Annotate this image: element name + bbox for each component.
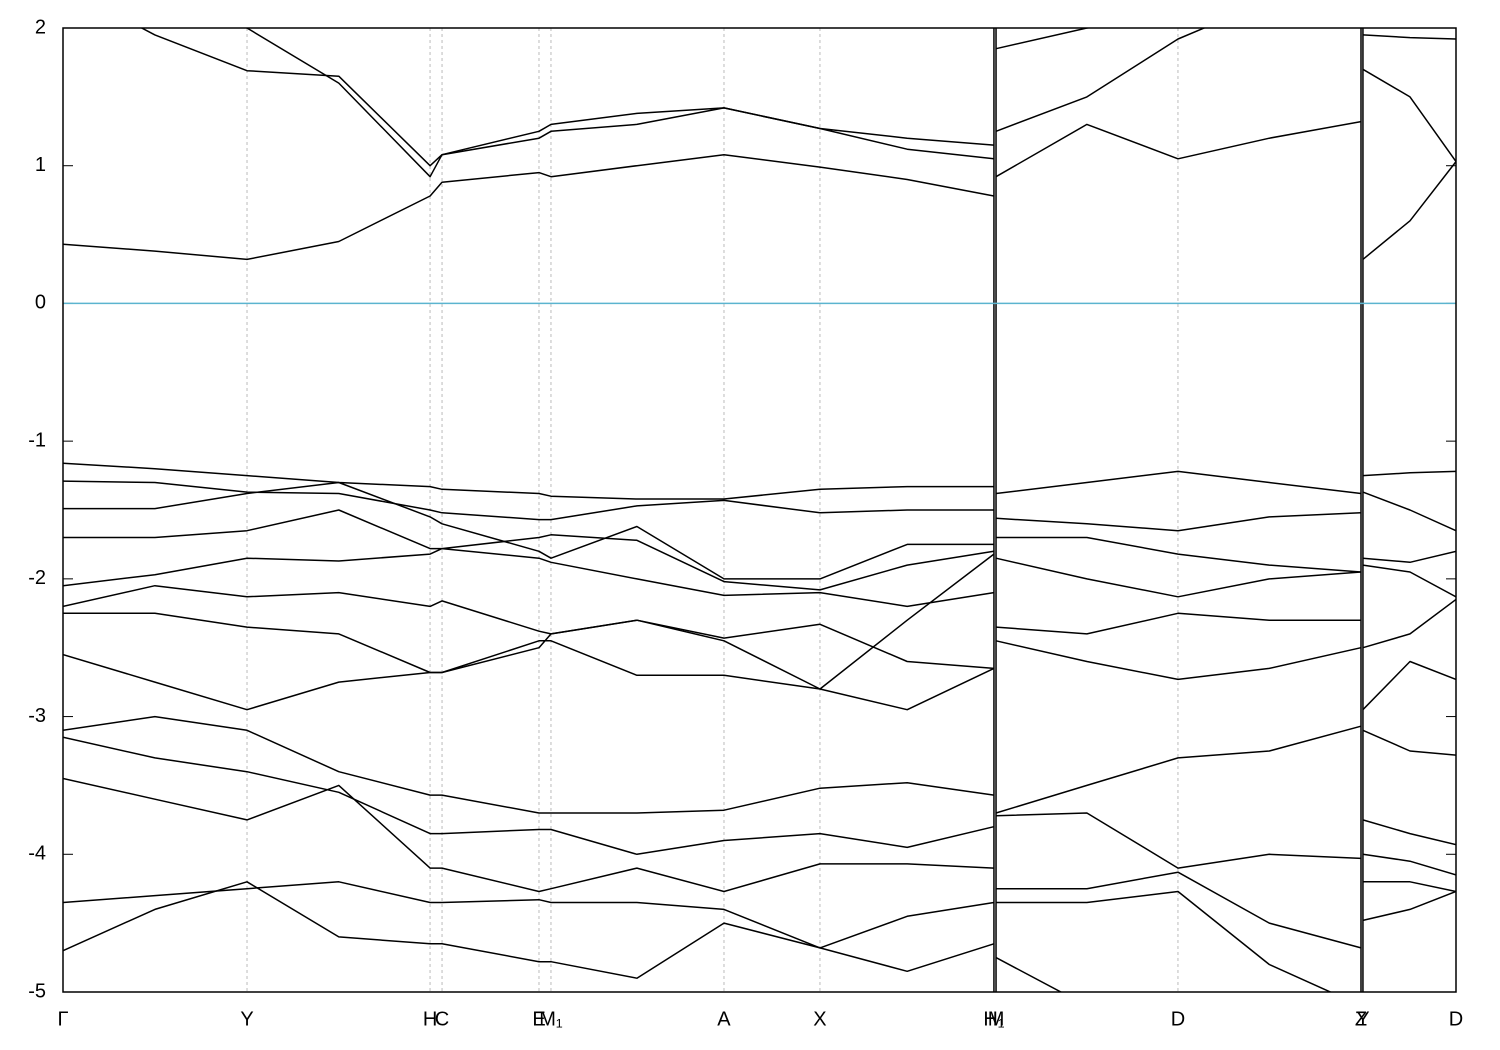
x-tick-label: Y — [1356, 1008, 1369, 1030]
x-tick-label: H₁ — [983, 1008, 1004, 1030]
x-tick-label: Γ — [57, 1008, 68, 1030]
x-tick-label: Y — [240, 1008, 253, 1030]
y-tick-label: -2 — [28, 567, 46, 589]
band — [63, 553, 1456, 814]
band — [63, 881, 995, 979]
x-tick-label: H — [423, 1008, 437, 1030]
y-tick-label: 1 — [35, 154, 46, 176]
x-tick-label: X — [813, 1008, 826, 1030]
x-tick-label: E — [532, 1008, 545, 1030]
x-tick-label: D — [1171, 1008, 1185, 1030]
band — [63, 509, 1456, 598]
band — [244, 28, 1456, 178]
x-tick-label: M — [988, 1008, 1005, 1030]
x-tick-label: D — [1449, 1008, 1463, 1030]
grid — [63, 27, 1456, 993]
band — [63, 715, 1456, 949]
band — [63, 481, 1456, 580]
y-tick-label: -3 — [28, 705, 46, 727]
y-tick-label: 2 — [35, 16, 46, 38]
plot-frame — [62, 27, 1457, 993]
x-tick-label: Z — [1355, 1008, 1367, 1030]
band — [63, 120, 1456, 261]
band — [63, 736, 1456, 992]
y-tick-label: -5 — [28, 980, 46, 1002]
band — [63, 462, 1456, 500]
x-tick-label: A — [717, 1008, 731, 1030]
bands — [63, 28, 1456, 992]
x-tick-label: C — [435, 1008, 449, 1030]
y-tick-label: 0 — [35, 292, 46, 314]
x-tick-label: M₁ — [539, 1008, 563, 1030]
y-tick-label: -4 — [28, 843, 46, 865]
band — [63, 547, 1456, 649]
band — [63, 480, 1456, 532]
band — [63, 619, 1456, 869]
band — [140, 28, 1456, 167]
y-tick-label: -1 — [28, 429, 46, 451]
band — [63, 777, 1456, 992]
band — [63, 584, 1456, 711]
band — [63, 881, 995, 949]
